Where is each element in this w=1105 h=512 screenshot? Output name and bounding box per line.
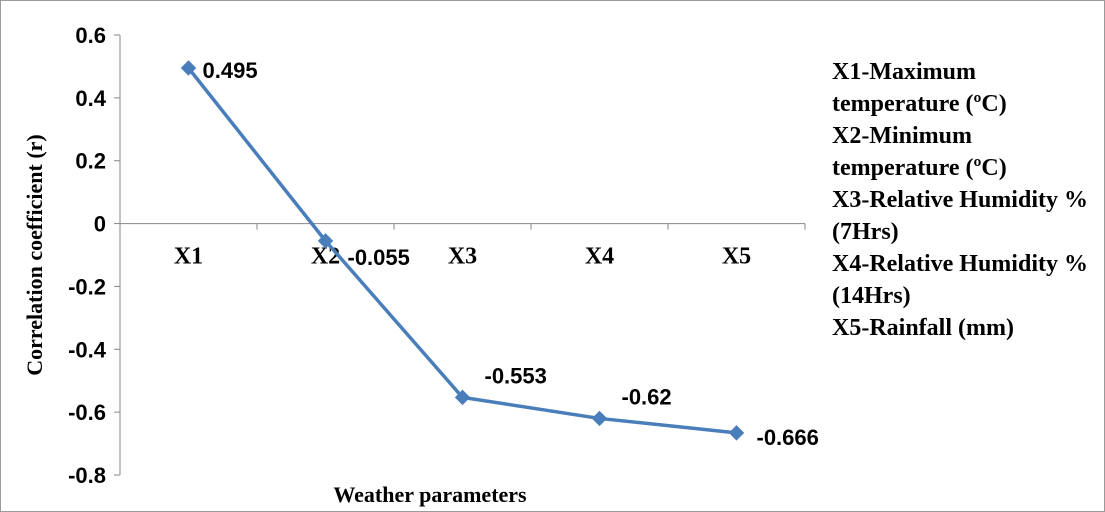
data-labels: 0.495 -0.055 -0.553 -0.62 -0.666: [203, 58, 819, 450]
variable-key-item: X5-Rainfall (mm): [832, 315, 1014, 341]
data-point-marker: [317, 233, 334, 249]
variable-key-item: X2-Minimum temperature (ºC): [832, 123, 1007, 181]
y-tick-label: -0.8: [68, 463, 106, 488]
y-tick-label: 0.2: [75, 149, 106, 174]
data-label: -0.553: [485, 363, 547, 388]
x-axis: X1 X2 X3 X4 X5: [119, 223, 806, 270]
data-label: -0.62: [622, 384, 672, 409]
x-tick-label: X3: [448, 244, 477, 270]
data-point-marker: [180, 60, 197, 76]
x-tick-label: X4: [585, 244, 614, 270]
data-label: -0.666: [757, 425, 819, 450]
variable-key-item: X4-Relative Humidity % (14Hrs): [832, 251, 1094, 309]
y-tick-label: -0.6: [68, 400, 106, 425]
data-label: -0.055: [348, 245, 410, 270]
y-axis: 0.6 0.4 0.2 0 -0.2 -0.4 -0.6 -0.8: [68, 23, 121, 488]
x-tick-label: X5: [722, 244, 751, 270]
variable-key-item: X3-Relative Humidity % (7Hrs): [832, 187, 1094, 245]
y-tick-label: 0: [94, 212, 106, 237]
x-axis-title: Weather parameters: [333, 482, 527, 507]
data-point-marker: [454, 389, 471, 406]
y-tick-label: 0.6: [75, 23, 106, 48]
series-correlation: [180, 60, 745, 441]
y-axis-title: Correlation coefficient (r): [22, 134, 47, 375]
y-tick-label: -0.4: [68, 337, 107, 362]
y-tick-label: 0.4: [75, 86, 106, 111]
data-point-marker: [591, 410, 608, 427]
y-tick-label: -0.2: [68, 274, 106, 299]
variable-key: X1-Maximum temperature (ºC) X2-Minimum t…: [832, 56, 1100, 344]
variable-key-item: X1-Maximum temperature (ºC): [832, 59, 1007, 117]
data-point-marker: [728, 425, 745, 441]
data-label: 0.495: [203, 58, 258, 83]
x-tick-label: X1: [174, 244, 203, 270]
